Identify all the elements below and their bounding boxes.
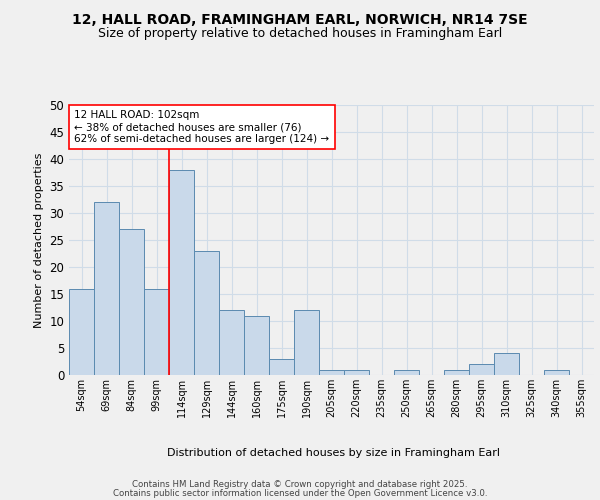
Bar [294, 310, 319, 375]
Text: 12 HALL ROAD: 102sqm
← 38% of detached houses are smaller (76)
62% of semi-detac: 12 HALL ROAD: 102sqm ← 38% of detached h… [74, 110, 329, 144]
Bar [444, 370, 469, 375]
Bar [319, 370, 344, 375]
Bar [469, 364, 494, 375]
Text: Distribution of detached houses by size in Framingham Earl: Distribution of detached houses by size … [167, 448, 500, 458]
Text: Size of property relative to detached houses in Framingham Earl: Size of property relative to detached ho… [98, 28, 502, 40]
Bar [494, 354, 519, 375]
Y-axis label: Number of detached properties: Number of detached properties [34, 152, 44, 328]
Bar [119, 229, 144, 375]
Text: 12, HALL ROAD, FRAMINGHAM EARL, NORWICH, NR14 7SE: 12, HALL ROAD, FRAMINGHAM EARL, NORWICH,… [72, 12, 528, 26]
Bar [194, 251, 219, 375]
Bar [394, 370, 419, 375]
Bar [69, 288, 94, 375]
Bar [169, 170, 194, 375]
Bar [144, 288, 169, 375]
Bar [269, 359, 294, 375]
Bar [544, 370, 569, 375]
Bar [219, 310, 244, 375]
Text: Contains HM Land Registry data © Crown copyright and database right 2025.: Contains HM Land Registry data © Crown c… [132, 480, 468, 489]
Bar [94, 202, 119, 375]
Bar [244, 316, 269, 375]
Text: Contains public sector information licensed under the Open Government Licence v3: Contains public sector information licen… [113, 488, 487, 498]
Bar [344, 370, 369, 375]
